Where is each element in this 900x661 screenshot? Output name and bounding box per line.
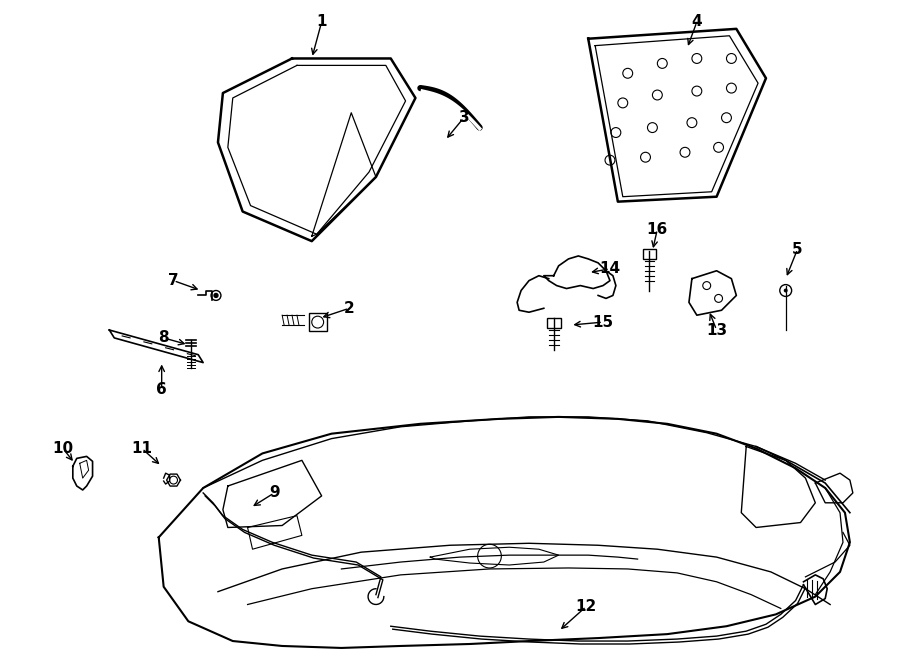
Text: 4: 4: [691, 15, 702, 30]
Text: 5: 5: [792, 241, 803, 256]
Text: 6: 6: [157, 382, 167, 397]
Bar: [643, 249, 656, 259]
Text: 3: 3: [458, 110, 469, 125]
Bar: [309, 313, 327, 331]
Text: 14: 14: [599, 261, 620, 276]
Text: 16: 16: [647, 222, 668, 237]
Text: 8: 8: [158, 330, 169, 346]
Text: 15: 15: [592, 315, 614, 330]
Text: 12: 12: [576, 599, 597, 614]
Text: 10: 10: [52, 441, 74, 456]
Text: 13: 13: [706, 323, 727, 338]
Text: 9: 9: [269, 485, 280, 500]
Circle shape: [784, 289, 788, 292]
Text: 2: 2: [344, 301, 355, 316]
Text: 1: 1: [317, 15, 327, 30]
Text: 7: 7: [168, 273, 179, 288]
Bar: [547, 318, 561, 328]
Circle shape: [214, 293, 218, 297]
Text: 11: 11: [131, 441, 152, 456]
